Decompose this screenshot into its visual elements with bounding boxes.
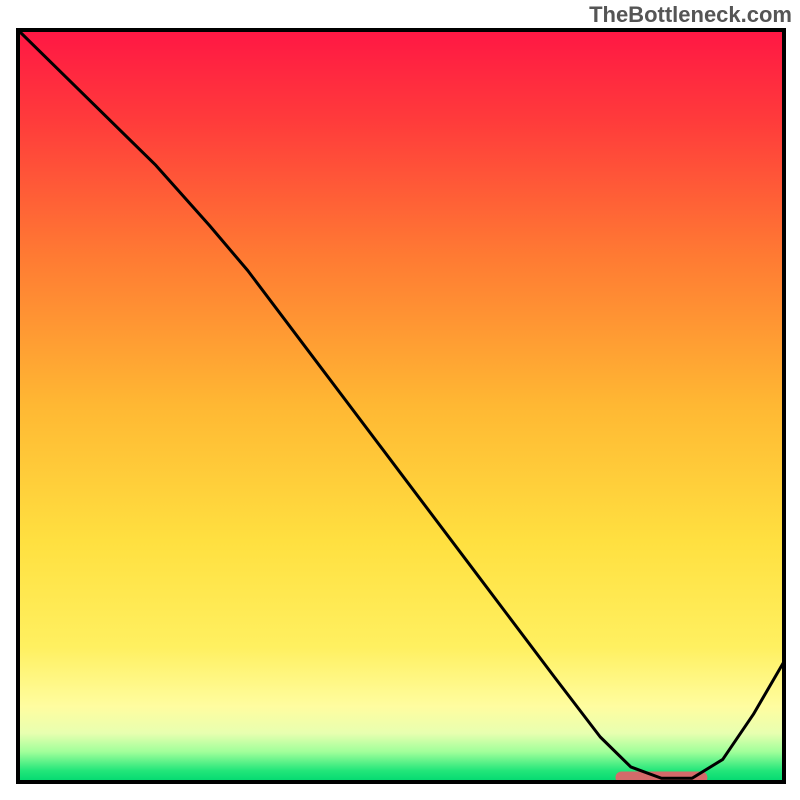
chart-container: TheBottleneck.com bbox=[0, 0, 800, 800]
bottleneck-chart bbox=[16, 28, 786, 784]
plot-area bbox=[16, 28, 786, 784]
watermark-text: TheBottleneck.com bbox=[589, 2, 792, 28]
